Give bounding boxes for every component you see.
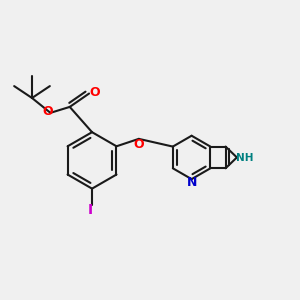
Text: O: O (90, 85, 100, 98)
Text: O: O (134, 138, 144, 151)
Text: O: O (43, 105, 53, 118)
Text: N: N (186, 176, 197, 189)
Text: NH: NH (236, 153, 254, 163)
Text: I: I (88, 203, 93, 217)
